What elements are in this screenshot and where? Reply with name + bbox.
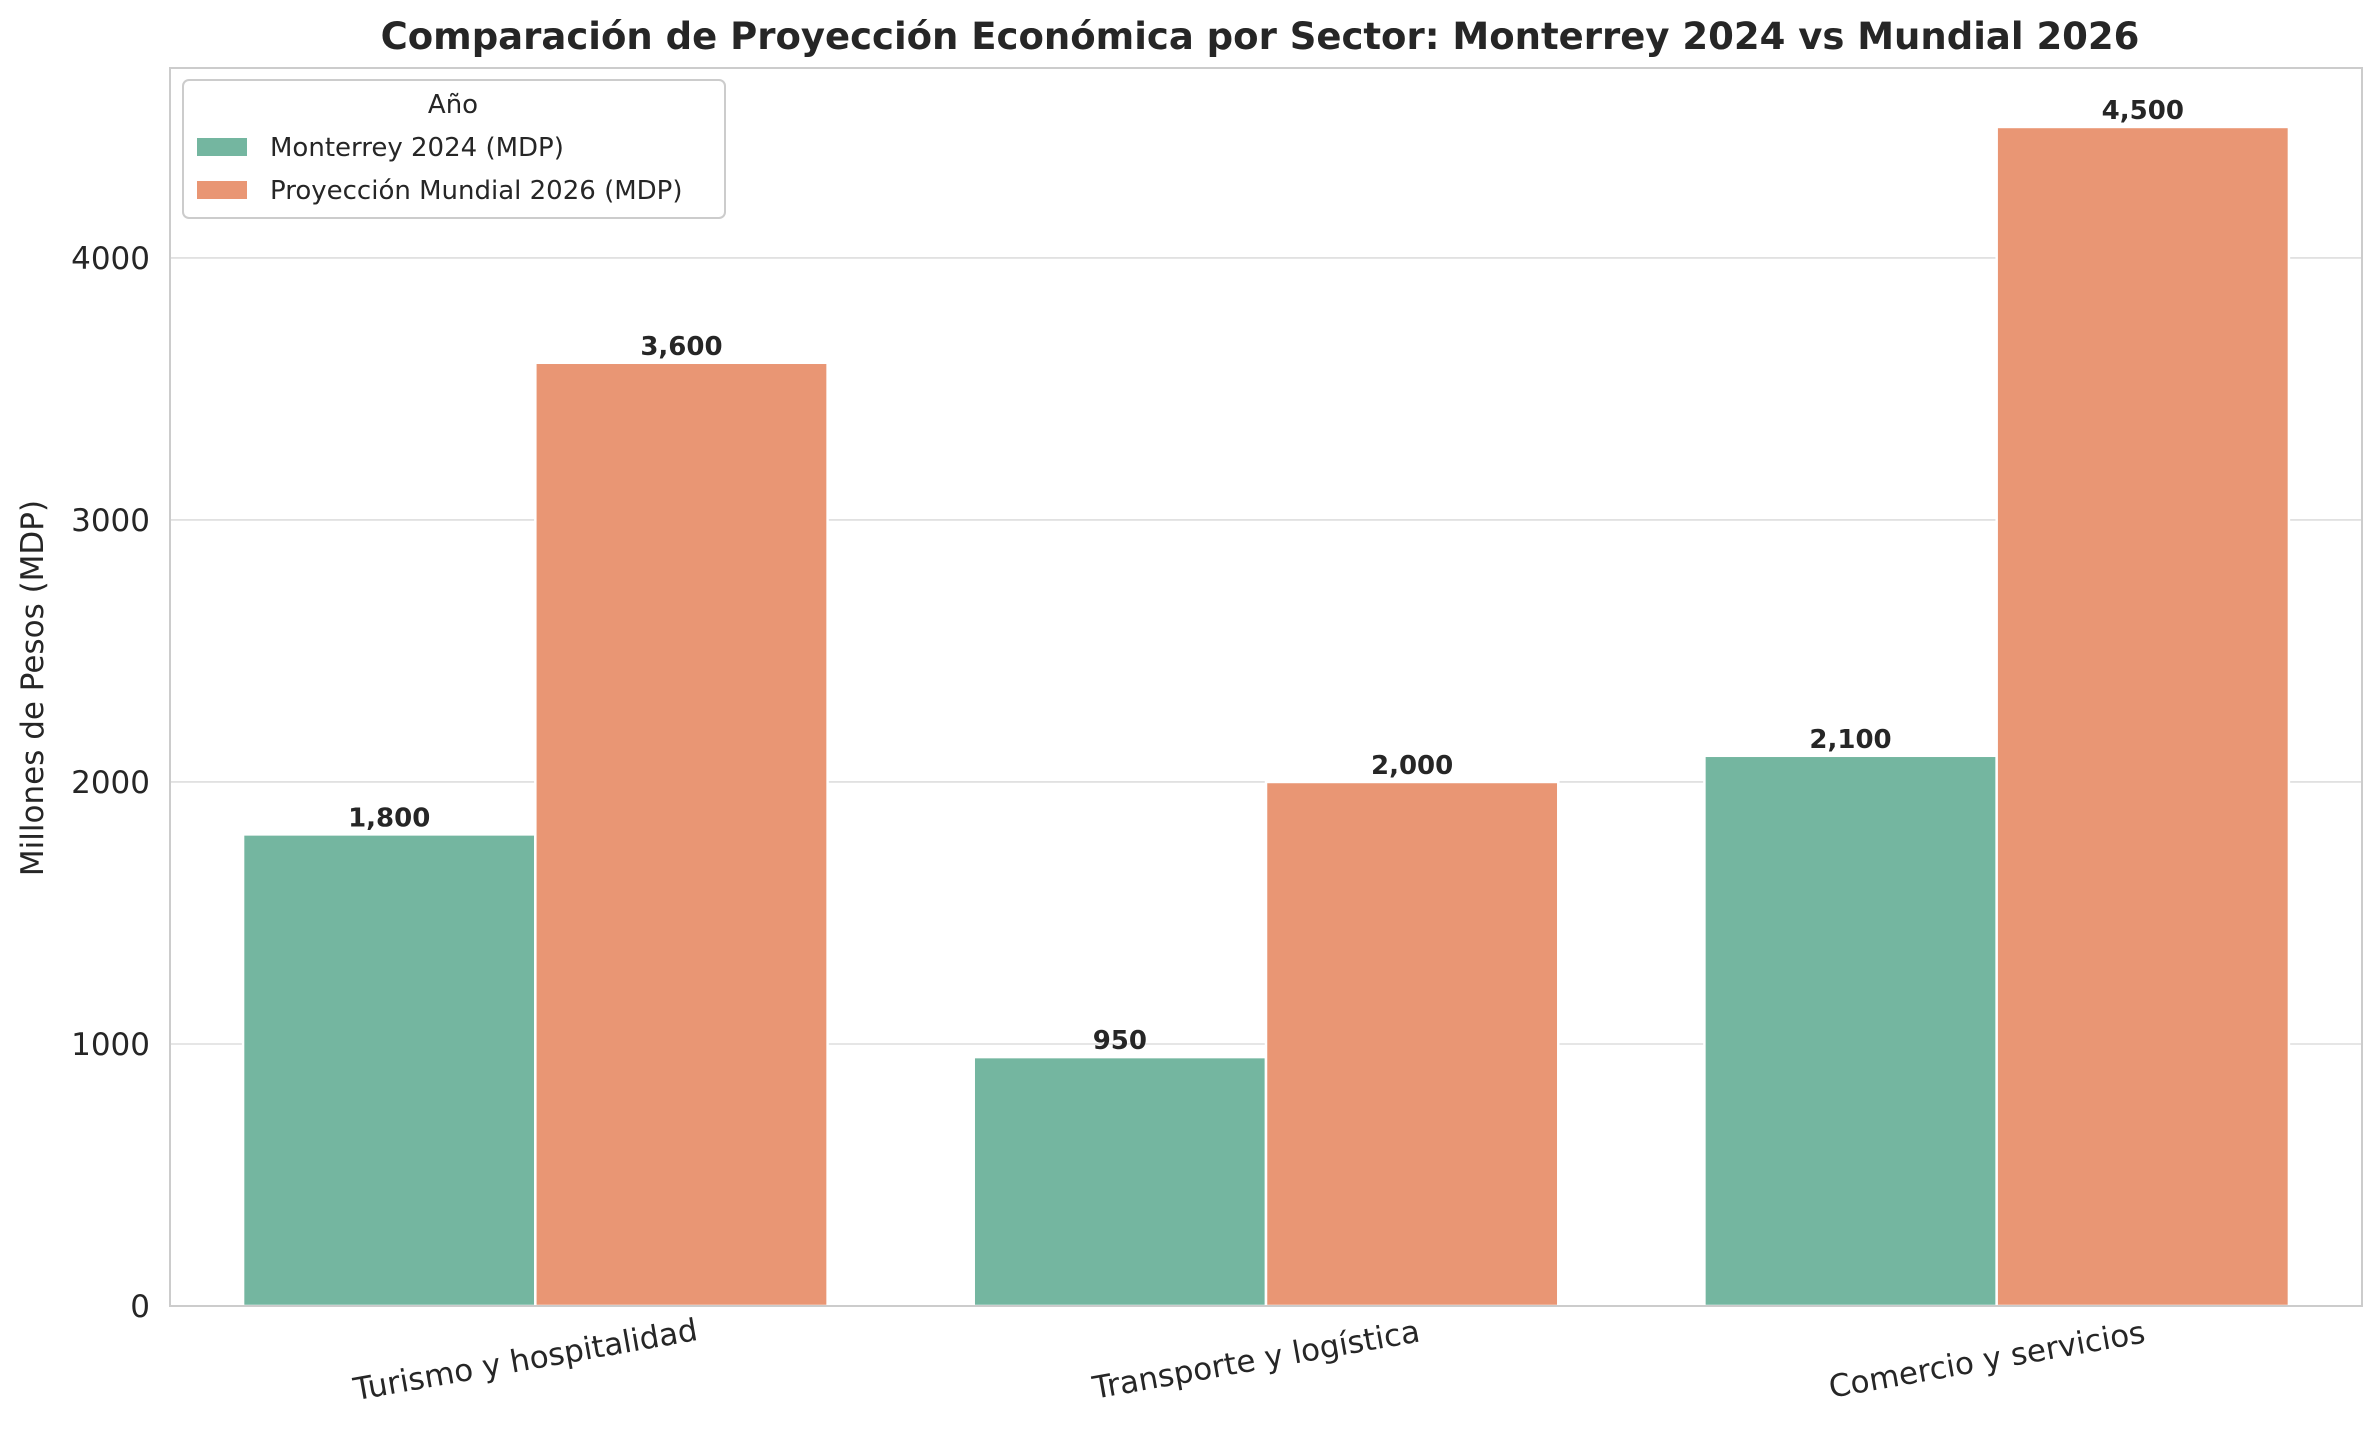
y-tick-labels: 0 1000 2000 3000 4000 bbox=[71, 241, 150, 1325]
bar-value-label: 2,000 bbox=[1371, 751, 1453, 781]
y-tick-label: 3000 bbox=[71, 503, 150, 539]
y-tick-label: 1000 bbox=[71, 1027, 150, 1063]
legend-label-monterrey-2024: Monterrey 2024 (MDP) bbox=[270, 133, 564, 163]
bars bbox=[241, 125, 2291, 1308]
legend-swatch-mundial-2026 bbox=[197, 181, 247, 199]
y-tick-label: 4000 bbox=[71, 241, 150, 277]
legend-swatch-monterrey-2024 bbox=[197, 138, 247, 156]
y-axis-label: Millones de Pesos (MDP) bbox=[15, 500, 51, 876]
y-tick-label: 0 bbox=[130, 1289, 150, 1325]
bar-monterrey-2024-1 bbox=[972, 1055, 1268, 1308]
bar-value-label: 4,500 bbox=[2102, 96, 2184, 126]
bar-mundial-2026-2 bbox=[1995, 125, 2291, 1308]
bar-value-label: 1,800 bbox=[348, 803, 430, 833]
chart-title: Comparación de Proyección Económica por … bbox=[381, 15, 2140, 58]
bar-mundial-2026-1 bbox=[1264, 780, 1560, 1308]
plot-frame bbox=[169, 67, 2363, 1307]
legend-title: Año bbox=[428, 90, 478, 120]
bar-value-label: 950 bbox=[1093, 1026, 1147, 1056]
bar-monterrey-2024-0 bbox=[241, 833, 537, 1308]
bar-monterrey-2024-2 bbox=[1703, 754, 1998, 1308]
legend-label-mundial-2026: Proyección Mundial 2026 (MDP) bbox=[270, 176, 682, 206]
bar-data-labels: 1,800 3,600 950 2,000 2,100 4,500 bbox=[348, 96, 2184, 1056]
legend-frame bbox=[182, 79, 726, 219]
bar-value-label: 2,100 bbox=[1809, 725, 1891, 755]
y-tick-label: 2000 bbox=[71, 765, 150, 801]
bar-value-label: 3,600 bbox=[640, 332, 722, 362]
bar-mundial-2026-0 bbox=[534, 361, 829, 1308]
legend: Año Monterrey 2024 (MDP) Proyección Mund… bbox=[182, 79, 726, 219]
